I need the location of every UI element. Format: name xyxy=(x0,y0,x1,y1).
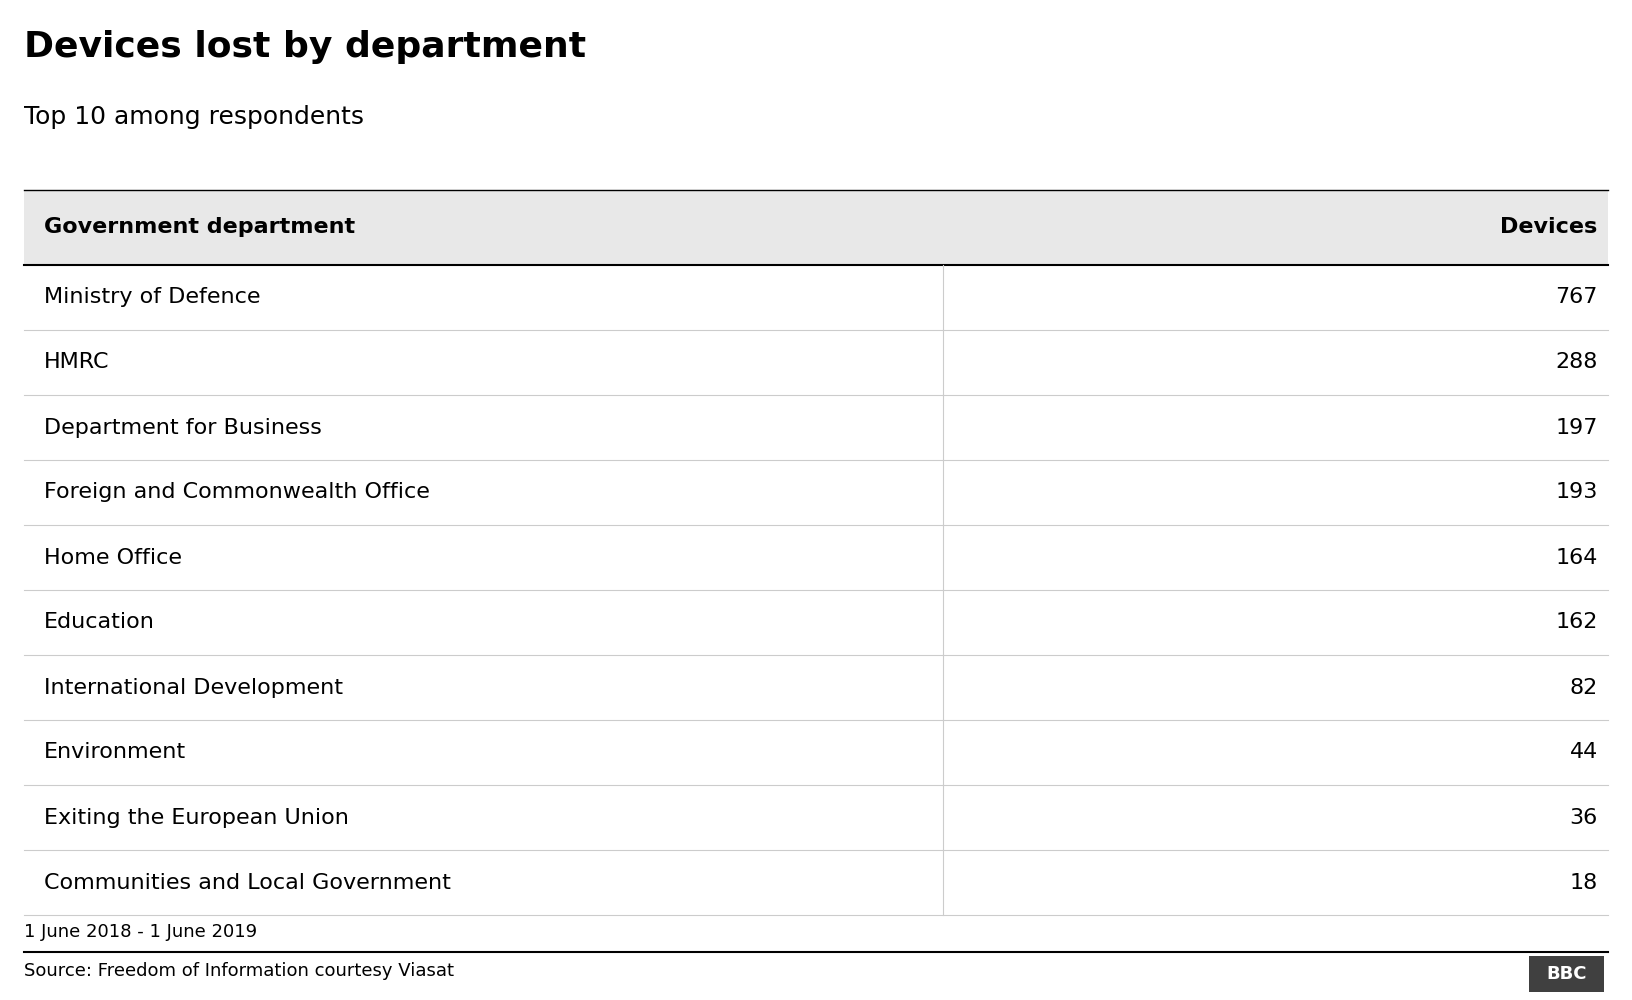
Bar xyxy=(24,850,1608,915)
Text: 164: 164 xyxy=(1555,548,1598,568)
Text: 193: 193 xyxy=(1555,483,1598,502)
Text: 82: 82 xyxy=(1570,678,1598,698)
Text: 44: 44 xyxy=(1570,742,1598,762)
Text: BBC: BBC xyxy=(1547,965,1586,983)
Text: Ministry of Defence: Ministry of Defence xyxy=(44,287,261,307)
Text: Home Office: Home Office xyxy=(44,548,183,568)
Bar xyxy=(24,785,1608,850)
Bar xyxy=(24,190,1608,265)
Text: Communities and Local Government: Communities and Local Government xyxy=(44,872,450,893)
Text: 197: 197 xyxy=(1555,418,1598,438)
Bar xyxy=(24,525,1608,590)
Text: 18: 18 xyxy=(1570,872,1598,893)
Bar xyxy=(24,655,1608,720)
Text: Devices lost by department: Devices lost by department xyxy=(24,30,586,64)
Text: Education: Education xyxy=(44,612,155,632)
Text: 36: 36 xyxy=(1570,808,1598,828)
Text: 1 June 2018 - 1 June 2019: 1 June 2018 - 1 June 2019 xyxy=(24,923,258,941)
Text: Exiting the European Union: Exiting the European Union xyxy=(44,808,349,828)
Bar xyxy=(24,590,1608,655)
Text: International Development: International Development xyxy=(44,678,343,698)
Text: Top 10 among respondents: Top 10 among respondents xyxy=(24,105,364,129)
Text: Devices: Devices xyxy=(1500,217,1598,237)
Bar xyxy=(1529,956,1604,992)
Text: Source: Freedom of Information courtesy Viasat: Source: Freedom of Information courtesy … xyxy=(24,962,454,980)
Text: HMRC: HMRC xyxy=(44,353,109,372)
Bar xyxy=(24,265,1608,330)
Text: Foreign and Commonwealth Office: Foreign and Commonwealth Office xyxy=(44,483,429,502)
Bar xyxy=(24,395,1608,460)
Text: Government department: Government department xyxy=(44,217,356,237)
Text: Department for Business: Department for Business xyxy=(44,418,322,438)
Bar xyxy=(24,330,1608,395)
Bar xyxy=(24,720,1608,785)
Bar xyxy=(24,460,1608,525)
Text: 767: 767 xyxy=(1555,287,1598,307)
Text: Environment: Environment xyxy=(44,742,186,762)
Text: 288: 288 xyxy=(1555,353,1598,372)
Text: 162: 162 xyxy=(1555,612,1598,632)
